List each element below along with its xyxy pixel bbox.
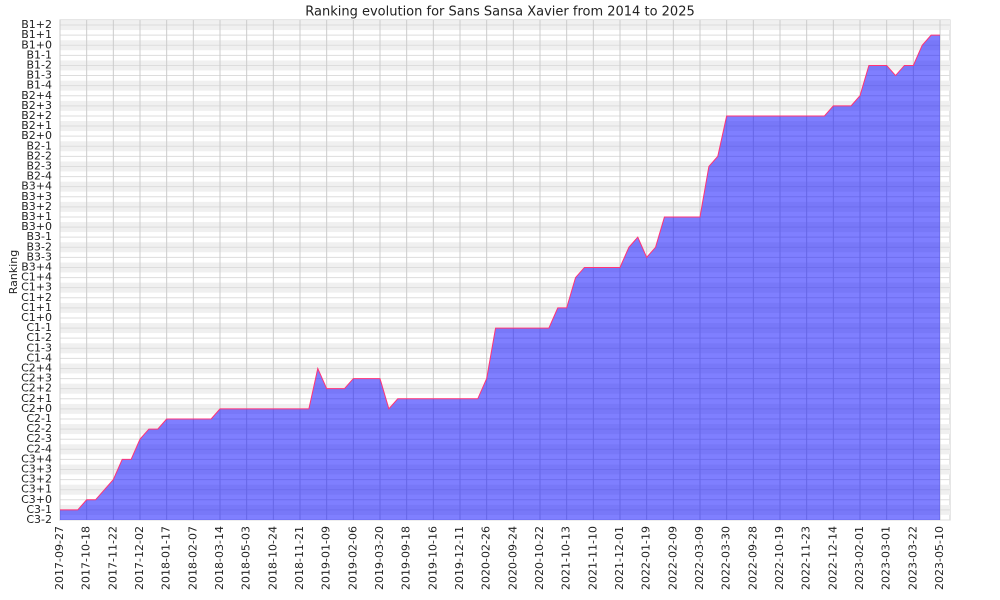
y-tick-label: C2+3 <box>21 372 52 385</box>
x-tick-label: 2023-05-10 <box>933 526 946 590</box>
y-tick-label: B3+4 <box>21 180 52 193</box>
x-tick-label: 2018-01-17 <box>160 526 173 590</box>
x-tick-label: 2019-02-06 <box>346 526 359 590</box>
x-tick-label: 2022-11-23 <box>800 526 813 590</box>
x-tick-label: 2020-02-26 <box>480 526 493 590</box>
x-tick-label: 2017-09-27 <box>53 526 66 590</box>
y-tick-label: B2+0 <box>21 129 52 142</box>
y-tick-label: B2-4 <box>26 170 52 183</box>
x-tick-label: 2022-09-28 <box>746 526 759 590</box>
y-tick-label: C1+3 <box>21 281 52 294</box>
y-tick-label: B3-1 <box>26 230 52 243</box>
y-tick-label: C2+1 <box>21 392 52 405</box>
x-tick-label: 2023-02-01 <box>853 526 866 590</box>
y-tick-label: B3+0 <box>21 220 52 233</box>
y-tick-label: B2+4 <box>21 89 52 102</box>
x-tick-label: 2021-12-01 <box>613 526 626 590</box>
x-tick-label: 2023-03-01 <box>880 526 893 590</box>
x-tick-label: 2020-10-22 <box>533 526 546 590</box>
y-tick-label: C2-4 <box>26 442 52 455</box>
x-tick-label: 2022-03-30 <box>720 526 733 590</box>
y-tick-label: C2-3 <box>26 432 52 445</box>
y-tick-label: B1+2 <box>21 18 52 31</box>
y-tick-label: B3-3 <box>26 250 52 263</box>
y-tick-label: C1+0 <box>21 311 52 324</box>
x-tick-label: 2019-03-20 <box>373 526 386 590</box>
y-tick-label: B2-1 <box>26 139 52 152</box>
x-tick-label: 2022-12-14 <box>826 526 839 590</box>
y-tick-label: B2-2 <box>26 149 52 162</box>
y-tick-label: C1-2 <box>26 331 52 344</box>
y-tick-label: B3-2 <box>26 240 52 253</box>
y-tick-label: C1+2 <box>21 291 52 304</box>
area <box>60 35 940 520</box>
y-tick-label: C2+0 <box>21 402 52 415</box>
y-tick-label: C3-2 <box>26 513 52 526</box>
x-tick-label: 2019-09-18 <box>400 526 413 590</box>
x-tick-label: 2020-09-24 <box>506 526 519 590</box>
y-tick-label: C3-1 <box>26 503 52 516</box>
y-tick-label: C2+4 <box>21 361 52 374</box>
y-tick-label: C3+1 <box>21 483 52 496</box>
y-tick-label: C3+3 <box>21 462 52 475</box>
x-tick-label: 2022-03-09 <box>693 526 706 590</box>
x-tick-label: 2021-10-13 <box>560 526 573 590</box>
line <box>60 34 940 511</box>
y-tick-label: B2+1 <box>21 119 52 132</box>
x-tick-label: 2023-03-22 <box>906 526 919 590</box>
x-tick-label: 2017-12-02 <box>133 526 146 590</box>
y-tick-label: C1-4 <box>26 351 52 364</box>
x-tick-label: 2018-02-07 <box>186 526 199 590</box>
y-tick-label: B1-3 <box>26 69 52 82</box>
x-tick-label: 2018-03-14 <box>213 526 226 590</box>
y-tick-label: C1+1 <box>21 301 52 314</box>
x-tick-label: 2021-11-10 <box>586 526 599 590</box>
x-tick-label: 2019-12-11 <box>453 526 466 590</box>
y-tick-label: B1-2 <box>26 58 52 71</box>
y-tick-label: C2-1 <box>26 412 52 425</box>
x-tick-label: 2019-01-09 <box>320 526 333 590</box>
y-tick-label: B3+2 <box>21 200 52 213</box>
y-tick-label: C1-1 <box>26 321 52 334</box>
x-tick-label: 2018-05-03 <box>240 526 253 590</box>
x-tick-label: 2022-10-19 <box>773 526 786 590</box>
x-tick-label: 2017-10-18 <box>80 526 93 590</box>
y-axis-label: Ranking <box>7 250 20 295</box>
y-tick-label: C1+4 <box>21 271 52 284</box>
x-tick-label: 2017-11-22 <box>106 526 119 590</box>
x-tick-label: 2022-02-09 <box>666 526 679 590</box>
y-tick-label: C3+4 <box>21 452 52 465</box>
y-tick-label: B3+4 <box>21 260 52 273</box>
x-tick-label: 2022-01-19 <box>640 526 653 590</box>
y-tick-label: B3+1 <box>21 210 52 223</box>
y-tick-label: B2+2 <box>21 109 52 122</box>
y-tick-label: B2+3 <box>21 99 52 112</box>
y-tick-label: B1+0 <box>21 38 52 51</box>
y-tick-label: B3+3 <box>21 190 52 203</box>
y-tick-label: C3+2 <box>21 473 52 486</box>
y-tick-label: C2-2 <box>26 422 52 435</box>
x-tick-label: 2018-10-24 <box>266 526 279 590</box>
y-tick-label: B2-3 <box>26 159 52 172</box>
chart-title: Ranking evolution for Sans Sansa Xavier … <box>305 5 694 20</box>
y-tick-label: C1-3 <box>26 341 52 354</box>
y-tick-label: B1-4 <box>26 79 52 92</box>
y-tick-label: B1-1 <box>26 48 52 61</box>
y-tick-label: B1+1 <box>21 28 52 41</box>
x-tick-label: 2019-10-16 <box>426 526 439 590</box>
y-tick-label: C3+0 <box>21 493 52 506</box>
y-tick-label: C2+2 <box>21 382 52 395</box>
x-tick-label: 2018-11-21 <box>293 526 306 590</box>
